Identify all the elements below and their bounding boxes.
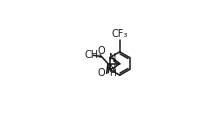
- Text: N: N: [109, 53, 116, 63]
- Text: CF₃: CF₃: [112, 29, 128, 38]
- Text: O: O: [97, 68, 105, 78]
- Text: N: N: [109, 64, 116, 74]
- Text: H: H: [109, 69, 116, 78]
- Text: CH₃: CH₃: [84, 50, 102, 60]
- Text: O: O: [98, 46, 105, 56]
